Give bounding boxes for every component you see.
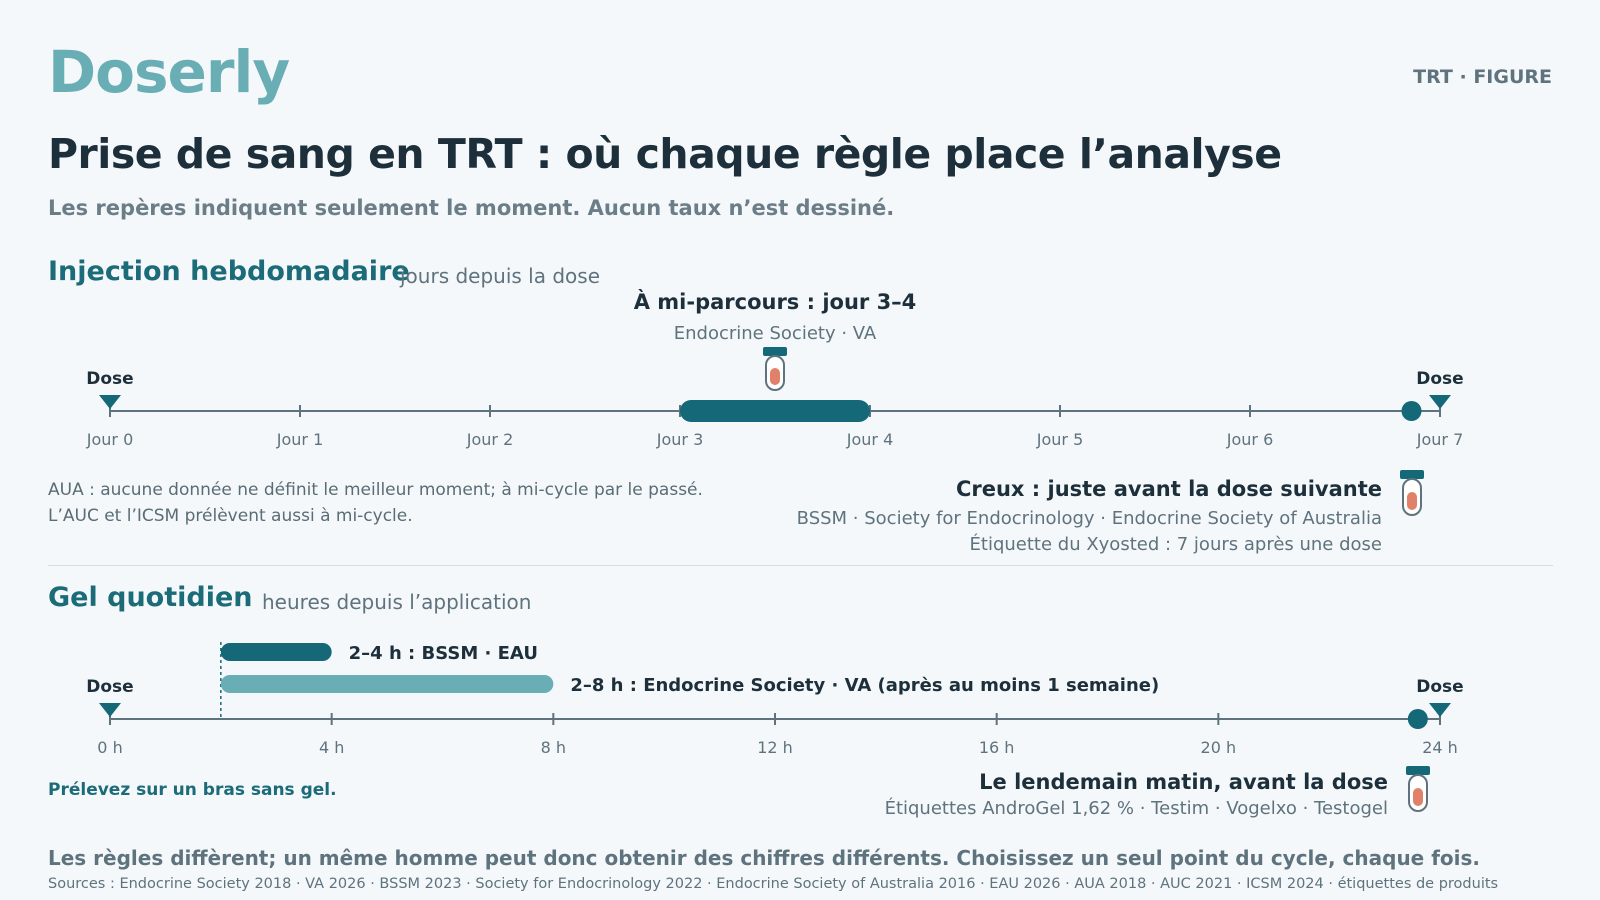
weekly-note-auc: L’AUC et l’ICSM prélèvent aussi à mi-cyc… xyxy=(48,506,413,526)
daily-dose-start-label: Dose xyxy=(86,677,133,697)
daily-section-title: Gel quotidien xyxy=(48,582,253,613)
weekly-dose-end-triangle-icon xyxy=(1429,395,1451,409)
daily-dose-end-label: Dose xyxy=(1416,677,1463,697)
daily-window-label: 2–4 h : BSSM · EAU xyxy=(349,643,538,664)
blood-tube-icon xyxy=(1406,766,1430,812)
weekly-tick-label: Jour 7 xyxy=(1416,430,1464,449)
weekly-mid-heading: À mi-parcours : jour 3–4 xyxy=(633,290,917,314)
weekly-tick-label: Jour 3 xyxy=(656,430,704,449)
daily-window-bar xyxy=(220,643,332,661)
daily-timeline: 0 h 4 h 8 h 12 h 16 h 20 h 24 h 2–4 h : BSSM · … xyxy=(86,642,1464,757)
daily-tick-label: 0 h xyxy=(97,738,122,757)
daily-tick-label: 8 h xyxy=(541,738,566,757)
daily-window-bar xyxy=(220,675,554,693)
daily-dose-start-triangle-icon xyxy=(99,703,121,717)
weekly-dose-end-label: Dose xyxy=(1416,369,1463,389)
weekly-tick-label: Jour 1 xyxy=(276,430,324,449)
page-title: Prise de sang en TRT : où chaque règle p… xyxy=(48,130,1282,178)
weekly-dose-start-triangle-icon xyxy=(99,395,121,409)
blood-tube-icon xyxy=(763,347,787,391)
section-divider xyxy=(48,565,1553,566)
daily-tick-label: 24 h xyxy=(1422,738,1458,757)
daily-tick-label: 20 h xyxy=(1201,738,1237,757)
daily-morning-heading: Le lendemain matin, avant la dose xyxy=(979,770,1388,794)
blood-tube-icon xyxy=(1400,470,1424,516)
daily-tick-label: 12 h xyxy=(757,738,793,757)
weekly-mid-sources: Endocrine Society · VA xyxy=(673,323,877,344)
weekly-section-title: Injection hebdomadaire xyxy=(48,256,410,287)
weekly-tick-label: Jour 6 xyxy=(1226,430,1274,449)
weekly-timeline: Jour 0 Jour 1 Jour 2 Jour 3 Jour 4 Jour 5 Jour… xyxy=(86,347,1464,449)
daily-morning-dot xyxy=(1407,709,1428,729)
weekly-trough-dot xyxy=(1401,401,1422,421)
weekly-axis-caption: jours depuis la dose xyxy=(400,264,600,288)
daily-morning-labels: Étiquettes AndroGel 1,62 % · Testim · Vo… xyxy=(884,798,1388,819)
weekly-tick-label: Jour 4 xyxy=(846,430,894,449)
weekly-note-aua: AUA : aucune donnée ne définit le meille… xyxy=(48,480,703,500)
weekly-tick-label: Jour 2 xyxy=(466,430,514,449)
daily-axis-caption: heures depuis l’application xyxy=(262,590,532,614)
brand-logo: Doserly xyxy=(48,38,290,106)
weekly-tick-label: Jour 0 xyxy=(86,430,134,449)
footer-sources: Sources : Endocrine Society 2018 · VA 20… xyxy=(48,876,1499,892)
weekly-tick-label: Jour 5 xyxy=(1036,430,1084,449)
weekly-trough-label: Étiquette du Xyosted : 7 jours après une… xyxy=(969,534,1382,555)
page-subtitle: Les repères indiquent seulement le momen… xyxy=(48,196,895,220)
daily-tick-label: 4 h xyxy=(319,738,344,757)
daily-window-label: 2–8 h : Endocrine Society · VA (après au… xyxy=(570,675,1159,696)
daily-dose-end-triangle-icon xyxy=(1429,703,1451,717)
daily-gel-note: Prélevez sur un bras sans gel. xyxy=(48,780,337,800)
figure-tag: TRT · FIGURE xyxy=(1413,66,1552,88)
weekly-trough-heading: Creux : juste avant la dose suivante xyxy=(955,477,1382,501)
weekly-trough-sources: BSSM · Society for Endocrinology · Endoc… xyxy=(796,508,1382,529)
footer-message: Les règles diffèrent; un même homme peut… xyxy=(48,846,1481,870)
weekly-midcycle-window-bar xyxy=(680,400,870,422)
weekly-dose-start-label: Dose xyxy=(86,369,133,389)
daily-tick-label: 16 h xyxy=(979,738,1015,757)
